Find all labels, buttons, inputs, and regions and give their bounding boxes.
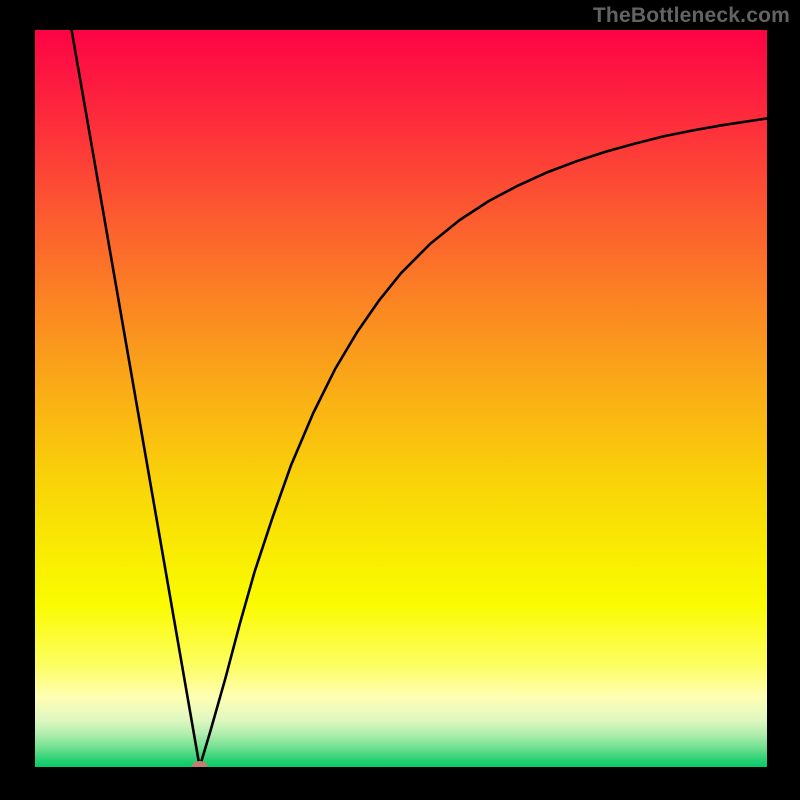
chart-frame: TheBottleneck.com	[0, 0, 800, 800]
chart-svg	[35, 30, 767, 767]
watermark-text: TheBottleneck.com	[593, 4, 790, 28]
chart-plot-area	[35, 30, 767, 767]
gradient-background	[35, 30, 767, 767]
